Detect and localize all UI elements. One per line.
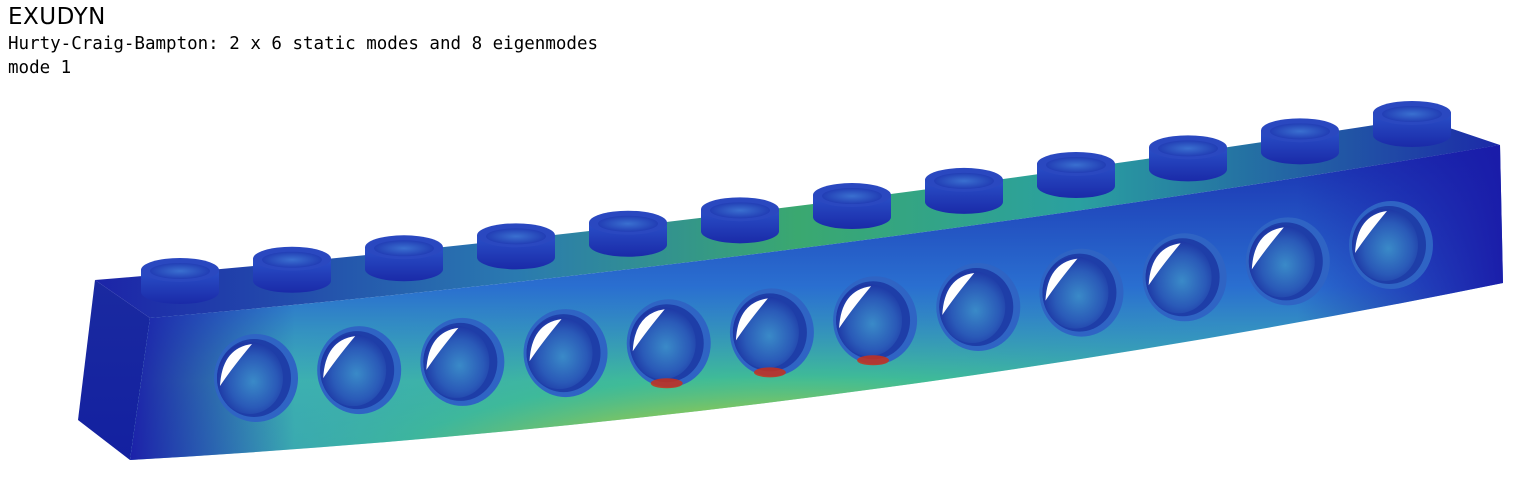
stress-hotspot [650, 378, 683, 389]
stud [1261, 118, 1339, 165]
hole [1142, 233, 1227, 322]
stud-recess [150, 263, 210, 279]
mode-label: mode 1 [8, 58, 72, 78]
hole-bore [629, 307, 696, 380]
hole-highlight [1355, 211, 1387, 253]
stud [253, 246, 331, 293]
stud [813, 183, 891, 230]
stud [1149, 135, 1227, 182]
hole [626, 299, 711, 389]
stud-recess [374, 240, 434, 257]
hole [833, 276, 918, 366]
stud [141, 258, 219, 304]
stress-hotspot [857, 355, 890, 366]
hole-bore [1352, 209, 1418, 281]
hole-bore [217, 342, 283, 414]
hole [214, 334, 298, 422]
stud-recess [1158, 140, 1218, 157]
hole-bore [423, 325, 490, 398]
app-title: EXUDYN [8, 4, 106, 30]
hole-bore [526, 317, 593, 390]
stud-recess [1382, 106, 1442, 122]
hole-highlight [1045, 258, 1078, 301]
stud [701, 197, 779, 244]
stud-recess [822, 188, 882, 205]
stud-recess [486, 228, 546, 245]
hole [1349, 201, 1433, 289]
beam-top-face [95, 118, 1500, 318]
stud [1373, 101, 1451, 147]
hole-bore [1042, 256, 1109, 329]
stud [589, 210, 667, 257]
hole [317, 326, 402, 415]
hole [1245, 217, 1330, 306]
hole-array [214, 201, 1433, 422]
hole [729, 288, 814, 378]
hole-highlight [323, 336, 356, 379]
hole-bore [732, 296, 799, 369]
stud [477, 223, 555, 270]
hole-highlight [839, 286, 872, 329]
hole [420, 317, 505, 406]
hole-highlight [1148, 243, 1181, 286]
hole-bore [1248, 225, 1315, 298]
stud [365, 235, 443, 282]
hole-bore [1145, 241, 1212, 314]
hole [936, 263, 1021, 352]
hole-highlight [1251, 227, 1284, 270]
stud-recess [934, 172, 994, 189]
beam-left-face [78, 280, 150, 460]
simulation-subtitle: Hurty-Craig-Bampton: 2 x 6 static modes … [8, 34, 599, 54]
hole-bore [320, 334, 387, 407]
hole-highlight [426, 327, 459, 370]
stud-recess [1270, 123, 1330, 140]
stress-hotspot [753, 367, 786, 378]
hole-highlight [632, 309, 665, 352]
hole [523, 309, 608, 398]
hole-highlight [735, 298, 768, 341]
stud-array [141, 101, 1451, 304]
stud [1037, 151, 1115, 198]
hole [1039, 248, 1124, 337]
stud-recess [598, 215, 658, 232]
stud-recess [1046, 156, 1106, 173]
hole-highlight [529, 319, 562, 362]
hole-bore [836, 284, 903, 357]
stud-recess [710, 202, 770, 219]
stud-recess [262, 251, 322, 268]
hole-highlight [942, 273, 975, 316]
stud [925, 167, 1003, 214]
hole-bore [939, 271, 1006, 344]
hole-highlight [220, 344, 252, 386]
